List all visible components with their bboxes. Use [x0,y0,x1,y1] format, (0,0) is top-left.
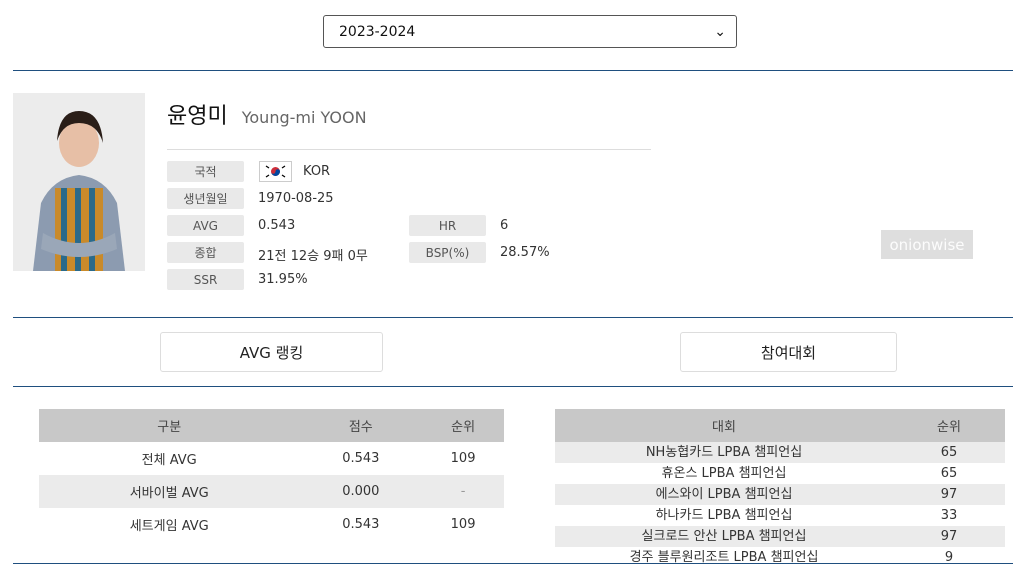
cell: 휴온스 LPBA 챔피언십 [661,466,787,481]
value-ssr: 31.95% [258,272,308,287]
cell: 109 [450,517,476,532]
divider [13,317,1013,318]
chevron-down-icon: ⌄ [714,23,726,40]
table-row[interactable]: 휴온스 LPBA 챔피언십 65 [555,463,1005,484]
player-name-english: Young-mi YOON [241,108,367,127]
label-ssr: SSR [167,269,244,290]
label-record: 종합 [167,242,244,263]
cell: NH농협카드 LPBA 챔피언십 [645,445,803,460]
cell: 0.000 [342,484,380,499]
header-tournament: 대회 [555,409,893,442]
cell: 하나카드 LPBA 챔피언십 [655,508,793,523]
divider [167,149,651,150]
table-row: 전체 AVG 0.543 109 [39,442,504,475]
tournament-table: 대회 순위 NH농협카드 LPBA 챔피언십 65 휴온스 LPBA 챔피언십 65 … [555,409,1005,568]
table-row: 서바이벌 AVG 0.000 - [39,475,504,508]
cell: 97 [940,529,958,544]
value-avg: 0.543 [258,218,296,233]
value-record: 21전 12승 9패 0무 [258,249,368,264]
tab-avg-ranking[interactable]: AVG 랭킹 [160,332,383,372]
season-select[interactable]: 2023-2024 ⌄ [323,15,737,48]
header-rank: 순위 [893,409,1005,442]
label-nationality: 국적 [167,161,244,182]
watermark: onionwise [881,230,973,259]
divider [13,386,1013,387]
cell: 9 [944,550,954,565]
cell: 세트게임 AVG [129,519,209,534]
cell: 전체 AVG [141,453,197,468]
cell: 0.543 [342,451,380,466]
value-nationality: KOR [303,164,331,179]
table-row[interactable]: 에스와이 LPBA 챔피언십 97 [555,484,1005,505]
cell: 0.543 [342,517,380,532]
value-bsp: 28.57% [500,245,550,260]
cell: 65 [940,445,958,460]
label-hr: HR [409,215,486,236]
cell: 33 [940,508,958,523]
divider [13,70,1013,71]
table-row[interactable]: 하나카드 LPBA 챔피언십 33 [555,505,1005,526]
cell: 109 [450,451,476,466]
avg-table: 구분 점수 순위 전체 AVG 0.543 109 서바이벌 AVG 0.000 - 세트게… [39,409,504,541]
player-photo [13,93,145,271]
tab-tournaments[interactable]: 참여대회 [680,332,897,372]
season-select-value: 2023-2024 [339,23,416,40]
table-row[interactable]: 실크로드 안산 LPBA 챔피언십 97 [555,526,1005,547]
table-row: 세트게임 AVG 0.543 109 [39,508,504,541]
label-bsp: BSP(%) [409,242,486,263]
label-avg: AVG [167,215,244,236]
value-birthdate: 1970-08-25 [258,191,334,206]
cell: - [460,484,466,499]
header-rank: 순위 [422,409,504,442]
player-name-row: 윤영미 Young-mi YOON [167,98,367,130]
header-score: 점수 [299,409,423,442]
cell: 에스와이 LPBA 챔피언십 [655,487,793,502]
player-name-korean: 윤영미 [167,104,228,129]
table-row[interactable]: 경주 블루원리조트 LPBA 챔피언십 9 [555,547,1005,568]
cell: 서바이벌 AVG [129,486,209,501]
value-hr: 6 [500,218,509,233]
label-birthdate: 생년월일 [167,188,244,209]
divider [13,563,1013,564]
south-korea-flag-icon [259,161,292,182]
cell: 실크로드 안산 LPBA 챔피언십 [641,529,807,544]
cell: 97 [940,487,958,502]
header-category: 구분 [39,409,300,442]
cell: 경주 블루원리조트 LPBA 챔피언십 [629,550,819,565]
cell: 65 [940,466,958,481]
table-row[interactable]: NH농협카드 LPBA 챔피언십 65 [555,442,1005,463]
